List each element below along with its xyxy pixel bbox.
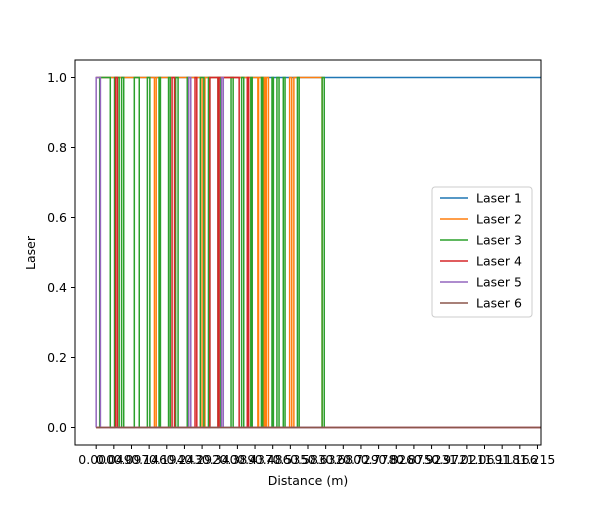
y-axis-ticks: 0.0 0.2 0.4 0.6 0.8 1.0 — [47, 70, 75, 435]
x-tick-label: 0.000 — [78, 452, 114, 467]
x-tick-label: 0.389 — [219, 452, 255, 467]
legend-label: Laser 3 — [476, 233, 522, 248]
x-tick-label: 0.146 — [131, 452, 167, 467]
x-tick-label: 0.194 — [149, 452, 185, 467]
x-axis-title: Distance (m) — [268, 473, 349, 488]
y-axis-title: Laser — [23, 235, 38, 270]
legend-label: Laser 4 — [476, 254, 522, 269]
x-tick-label: 0.826 — [378, 452, 414, 467]
legend-label: Laser 2 — [476, 212, 522, 227]
y-tick-label: 0.4 — [47, 280, 67, 295]
x-tick-label: 0.583 — [290, 452, 326, 467]
x-tick-label: 0.437 — [237, 452, 273, 467]
x-tick-label: 0.049 — [96, 452, 132, 467]
x-tick-label: 0.875 — [396, 452, 432, 467]
series-line-laser-3 — [96, 76, 325, 429]
series-layer — [95, 76, 541, 429]
x-tick-label: 0.923 — [414, 452, 450, 467]
x-tick-label: 0.097 — [114, 452, 150, 467]
x-tick-label: 0.535 — [272, 452, 308, 467]
legend: Laser 1 Laser 2 Laser 3 Laser 4 Laser 5 Laser… — [431, 186, 533, 318]
x-tick-label: 0.972 — [431, 452, 467, 467]
y-tick-label: 0.0 — [47, 420, 67, 435]
x-tick-label: 0.486 — [255, 452, 291, 467]
x-tick-label: 1.069 — [467, 452, 503, 467]
y-tick-label: 0.2 — [47, 350, 67, 365]
x-tick-label: 0.340 — [202, 452, 238, 467]
legend-label: Laser 5 — [476, 275, 522, 290]
y-tick-label: 0.8 — [47, 140, 67, 155]
legend-items: Laser 1 Laser 2 Laser 3 Laser 4 Laser 5 Laser… — [440, 191, 522, 311]
legend-label: Laser 1 — [476, 191, 522, 206]
legend-label: Laser 6 — [476, 296, 522, 311]
x-tick-label: 1.215 — [520, 452, 556, 467]
x-tick-label: 0.632 — [308, 452, 344, 467]
x-tick-label: 1.118 — [484, 452, 520, 467]
x-tick-label: 1.021 — [449, 452, 485, 467]
x-tick-label: 0.680 — [325, 452, 361, 467]
x-tick-label: 0.729 — [343, 452, 379, 467]
x-tick-label: 1.166 — [502, 452, 538, 467]
x-tick-label: 0.243 — [167, 452, 203, 467]
x-tick-label: 0.292 — [184, 452, 220, 467]
series-line-laser-5 — [95, 76, 541, 429]
y-tick-label: 1.0 — [47, 70, 67, 85]
x-axis-ticks: 0.0000.0490.0970.1460.1940.2430.2920.340… — [78, 445, 555, 467]
y-tick-label: 0.6 — [47, 210, 67, 225]
x-tick-label: 0.778 — [361, 452, 397, 467]
